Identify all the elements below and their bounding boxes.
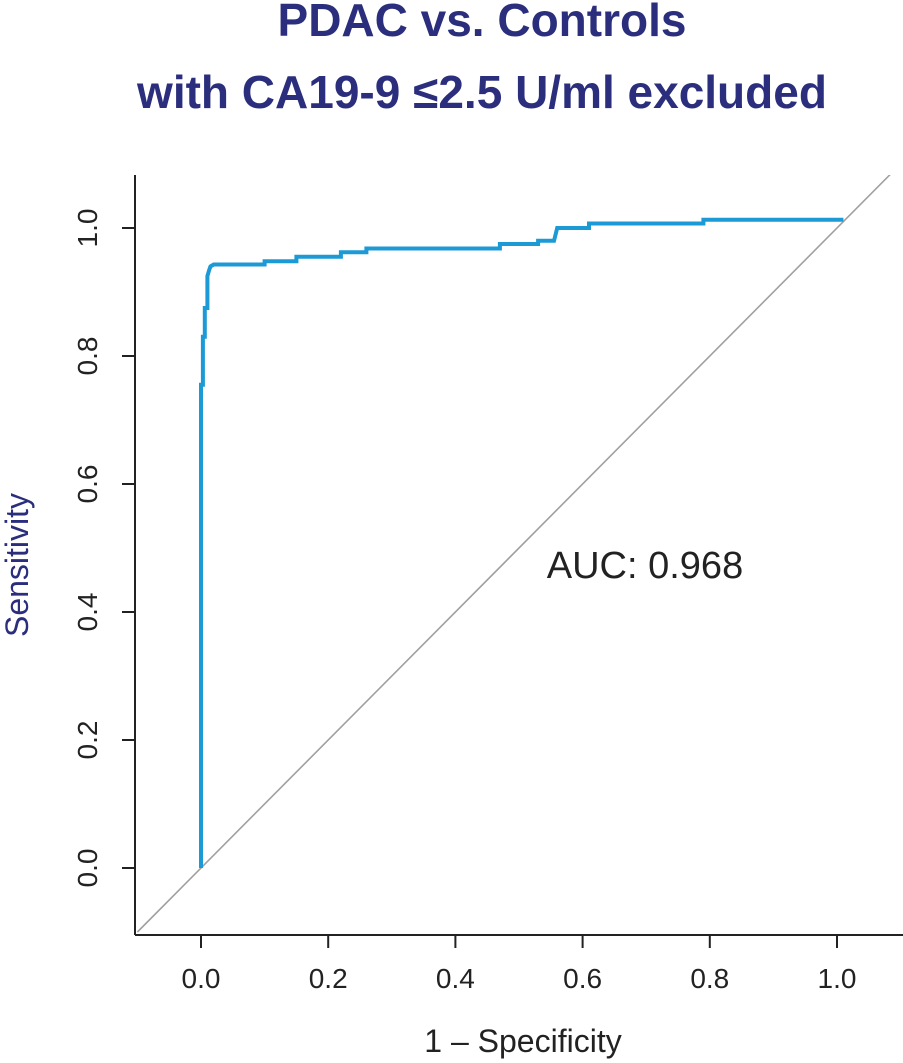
plot-area xyxy=(136,175,891,933)
auc-annotation: AUC: 0.968 xyxy=(547,545,743,587)
y-tick-label: 0.4 xyxy=(72,593,103,632)
y-axis-title: Sensitivity xyxy=(0,493,35,637)
y-tick-label: 0.0 xyxy=(72,849,103,888)
x-tick-label: 0.4 xyxy=(436,963,475,994)
x-tick-label: 0.0 xyxy=(182,963,221,994)
roc-curve xyxy=(199,217,844,868)
x-tick-label: 0.6 xyxy=(563,963,602,994)
x-tick-label: 0.8 xyxy=(690,963,729,994)
diagonal-reference-line xyxy=(136,175,891,933)
y-axis-ticks: 0.0 0.2 0.4 0.6 0.8 1.0 xyxy=(72,209,135,888)
y-tick-label: 0.2 xyxy=(72,721,103,760)
y-tick-label: 1.0 xyxy=(72,209,103,248)
x-tick-label: 0.2 xyxy=(309,963,348,994)
x-tick-label: 1.0 xyxy=(818,963,857,994)
x-axis-ticks: 0.0 0.2 0.4 0.6 0.8 1.0 xyxy=(182,935,857,994)
x-axis-title: 1 – Specificity xyxy=(424,1023,621,1059)
chart-subtitle: with CA19-9 ≤2.5 U/ml excluded xyxy=(136,66,827,118)
chart-title: PDAC vs. Controls xyxy=(278,0,687,46)
y-tick-label: 0.8 xyxy=(72,337,103,376)
y-tick-label: 0.6 xyxy=(72,465,103,504)
